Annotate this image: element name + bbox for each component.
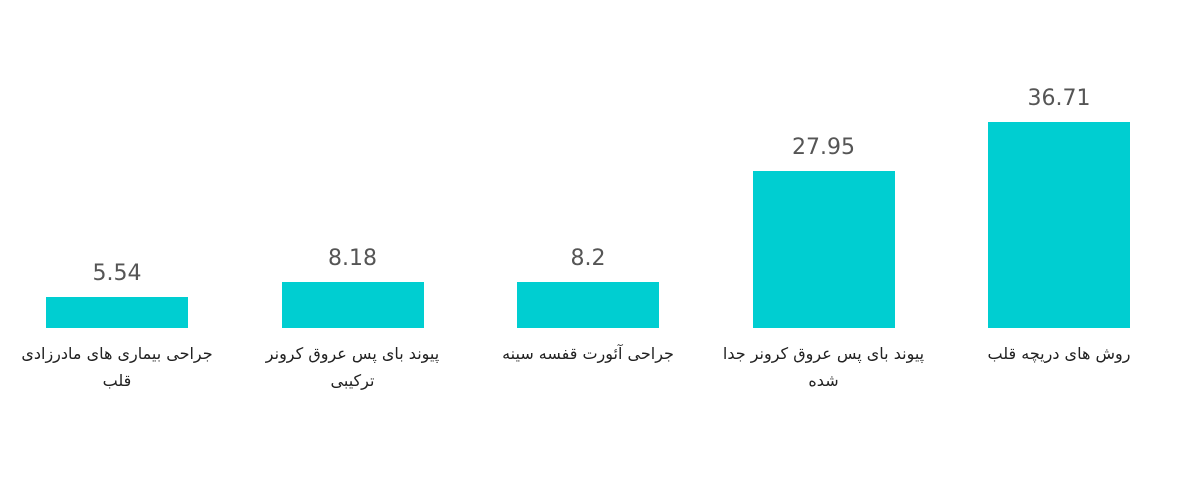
category-label: پیوند بای پس عروق کرونر ترکیبی (265, 344, 440, 390)
bar (281, 282, 424, 328)
bar (988, 122, 1130, 328)
bar (517, 281, 659, 328)
bar (46, 296, 188, 328)
value-label: 27.95 (792, 135, 855, 161)
value-label: 8.18 (328, 246, 377, 272)
category-label: پیوند بای پس عروق کرونر جدا شده (722, 344, 925, 390)
value-label: 36.71 (1027, 86, 1091, 111)
category-label: جراحی بیماری های مادرزادی قلب (21, 344, 213, 390)
value-label: 8.2 (570, 245, 606, 271)
category-label: جراحی آئورت قفسه سینه (502, 344, 674, 363)
bar (752, 171, 895, 328)
category-label: روش های دریچه قلب (987, 344, 1131, 363)
value-label: 5.54 (92, 260, 142, 286)
